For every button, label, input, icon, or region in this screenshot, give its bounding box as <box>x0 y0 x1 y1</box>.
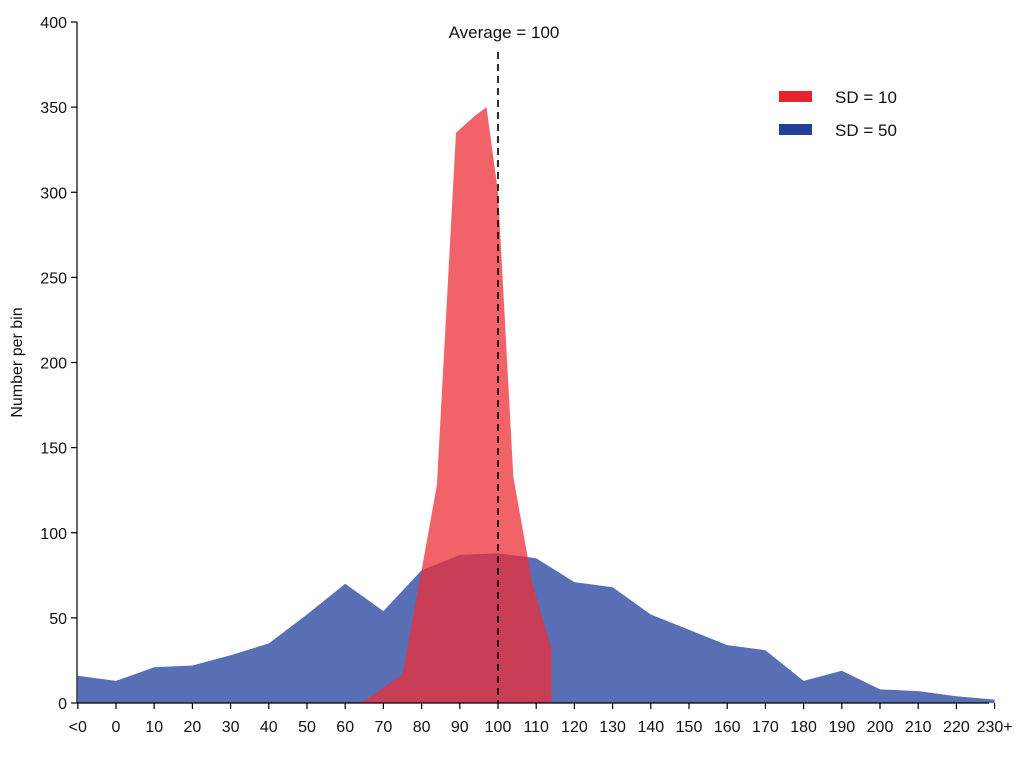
x-tick-label: 70 <box>375 719 393 736</box>
legend-swatch-sd-10 <box>779 91 812 102</box>
annotation-layer: Average = 100 <box>449 23 560 703</box>
x-tick-label: 120 <box>561 719 588 736</box>
legend-swatch-sd-50 <box>779 124 812 135</box>
y-tick-label: 0 <box>58 696 67 713</box>
y-tick-label: 400 <box>40 15 67 32</box>
y-tick-label: 50 <box>49 611 67 628</box>
legend: SD = 10 SD = 50 <box>779 88 897 140</box>
legend-label-sd-50: SD = 50 <box>835 121 897 140</box>
x-tick-label: 20 <box>184 719 202 736</box>
x-tick-label: 110 <box>523 719 549 736</box>
x-tick-label: 90 <box>451 719 469 736</box>
x-tick-label: 150 <box>676 719 703 736</box>
x-tick-label: 140 <box>637 719 664 736</box>
x-tick-label: 80 <box>413 719 431 736</box>
x-tick-label: 40 <box>260 719 278 736</box>
y-axis-title: Number per bin <box>9 307 26 417</box>
x-tick-label: 180 <box>790 719 817 736</box>
y-tick-label: 350 <box>40 100 67 117</box>
x-tick-label: 160 <box>714 719 741 736</box>
y-tick-label: 300 <box>40 185 67 202</box>
x-tick-label: 230+ <box>977 719 1013 736</box>
x-tick-label: 170 <box>752 719 779 736</box>
average-annotation-label: Average = 100 <box>449 23 560 42</box>
x-tick-label: 10 <box>145 719 163 736</box>
x-tick-label: 100 <box>485 719 512 736</box>
series-layer <box>77 107 995 704</box>
x-tick-label: 190 <box>828 719 855 736</box>
y-tick-label: 250 <box>40 270 67 287</box>
x-tick-label: 30 <box>222 719 240 736</box>
y-tick-label: 150 <box>40 441 67 458</box>
x-tick-label: 60 <box>336 719 354 736</box>
y-tick-label: 100 <box>40 526 67 543</box>
x-tick-label: 130 <box>599 719 626 736</box>
x-tick-label: 0 <box>112 719 121 736</box>
x-tick-label: <0 <box>69 719 87 736</box>
series-area-sd-10 <box>352 107 552 704</box>
legend-label-sd-10: SD = 10 <box>835 88 897 107</box>
x-tick-label: 50 <box>298 719 316 736</box>
x-tick-label: 210 <box>905 719 932 736</box>
y-tick-label: 200 <box>40 356 67 373</box>
x-tick-label: 200 <box>867 719 894 736</box>
x-tick-label: 220 <box>943 719 970 736</box>
